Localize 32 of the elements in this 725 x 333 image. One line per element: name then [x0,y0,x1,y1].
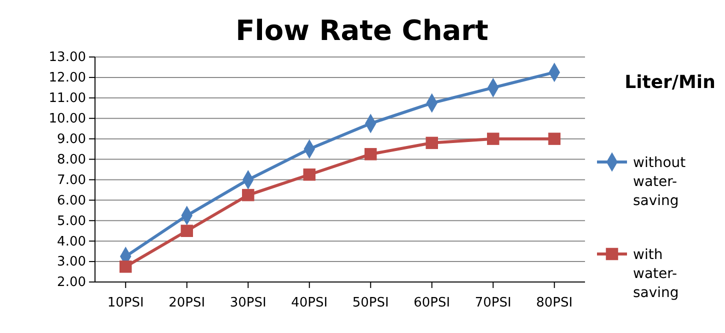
point [487,132,500,145]
y-tick-label: 4.00 [57,234,86,250]
x-tick-label: 10PSI [107,296,144,311]
legend-label: without water-saving [633,155,686,209]
x-tick-label: 80PSI [536,296,573,311]
point [242,188,254,202]
y-tick-label: 8.00 [57,152,86,168]
y-tick-label: 11.00 [48,91,86,106]
x-tick-label: 70PSI [474,296,512,311]
y-tick-label: 12.00 [48,70,86,86]
y-tick-label: 5.00 [57,214,86,229]
x-tick-label: 40PSI [291,296,328,311]
point [180,224,193,237]
x-tick-label: 20PSI [168,296,206,311]
chart-title: Flow Rate Chart [236,14,488,47]
x-tick-label: 60PSI [414,296,450,311]
legend-label: with water-saving [633,247,679,301]
point [364,148,377,160]
point [548,132,560,145]
x-tick-label: 50PSI [352,296,389,311]
x-tick-label: 30PSI [230,296,266,311]
point [303,168,316,181]
y-tick-label: 10.00 [48,112,86,127]
point [120,260,132,273]
y-tick-label: 3.00 [57,254,86,270]
y-tick-label: 7.00 [57,172,86,188]
y-tick-label: 13.00 [48,50,86,66]
y-tick-label: 2.00 [57,275,86,290]
point [426,136,438,150]
y-tick-label: 9.00 [57,132,86,147]
y-axis-title: Liter/Min [624,72,716,93]
y-tick-label: 6.00 [57,193,86,208]
